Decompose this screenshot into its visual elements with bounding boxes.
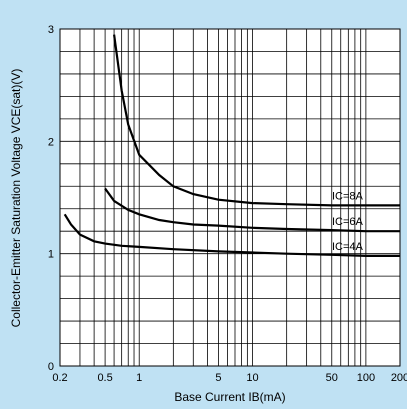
x-tick-label: 1 xyxy=(136,372,142,384)
x-tick-label: 0.2 xyxy=(52,372,67,384)
series-label: IC=6A xyxy=(332,216,364,228)
series-labels: IC=8A IC=6A IC=4A xyxy=(332,190,364,253)
x-axis-title: Base Current IB(mA) xyxy=(174,390,285,404)
x-tick-label: 50 xyxy=(326,372,338,384)
x-tick-label: 0.5 xyxy=(97,372,112,384)
series-curves xyxy=(63,34,400,257)
x-tick-labels: 0.2 0.5 1 5 10 50 100 200 xyxy=(52,372,407,384)
y-tick-label: 1 xyxy=(48,249,54,261)
x-tick-label: 200 xyxy=(391,372,407,384)
y-tick-label: 2 xyxy=(48,136,54,148)
y-tick-label: 3 xyxy=(48,24,54,36)
series-line xyxy=(113,34,400,207)
series-label: IC=4A xyxy=(332,241,364,253)
x-tick-label: 10 xyxy=(246,372,258,384)
y-tick-labels: 0 1 2 3 xyxy=(48,24,54,373)
y-axis-title: Collector-Emitter Saturation Voltage VCE… xyxy=(9,69,23,328)
plot-area xyxy=(59,28,401,367)
series-label: IC=8A xyxy=(332,190,364,202)
x-tick-label: 100 xyxy=(357,372,375,384)
y-tick-label: 0 xyxy=(48,361,54,373)
x-tick-label: 5 xyxy=(215,372,221,384)
series-line xyxy=(104,187,400,233)
series-line xyxy=(63,213,400,257)
